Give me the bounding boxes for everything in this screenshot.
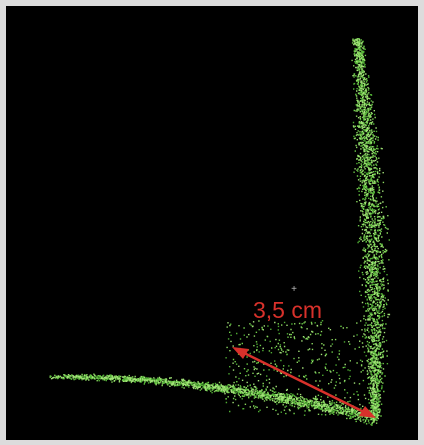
marker: + (291, 284, 297, 295)
measurement-label: 3,5 cm (253, 297, 322, 323)
figure: + 3,5 cm (0, 0, 424, 445)
page: + 3,5 cm (() => { const data = JSON.pars… (0, 0, 424, 445)
